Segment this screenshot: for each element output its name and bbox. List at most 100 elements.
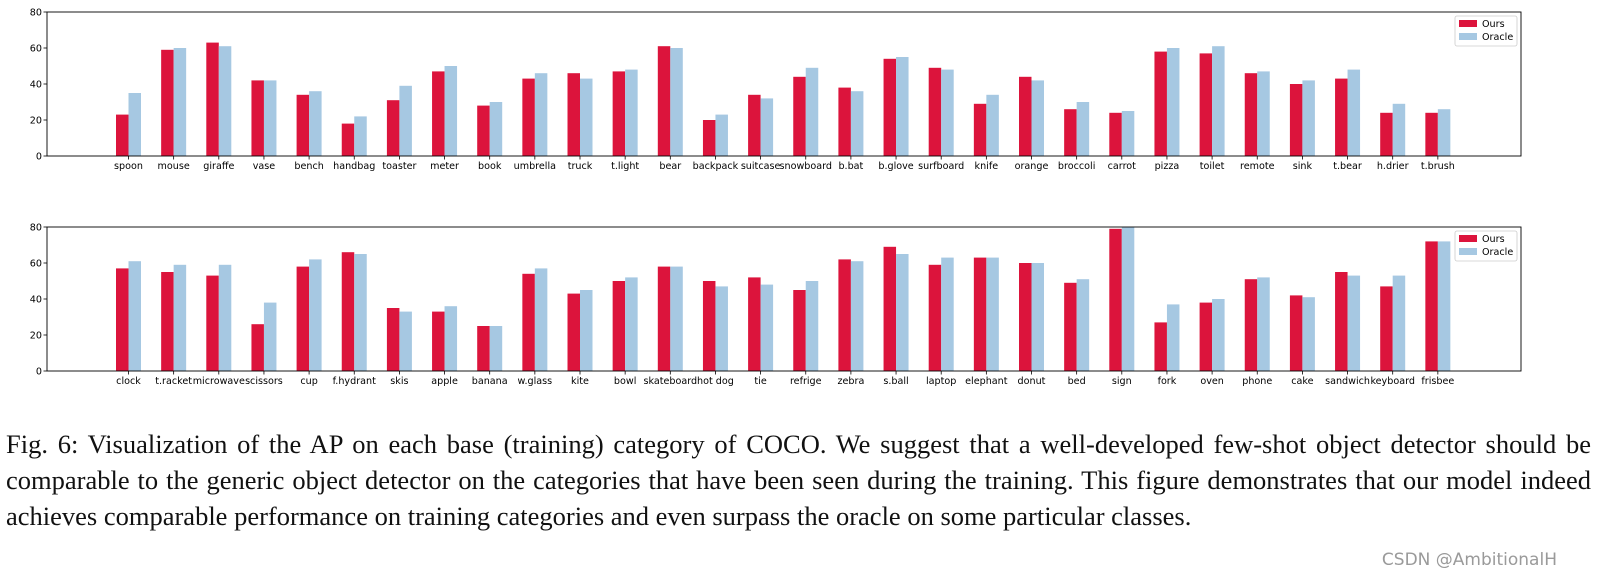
bar-ours-toilet bbox=[1199, 53, 1213, 156]
bar-oracle-knife bbox=[986, 94, 999, 156]
x-tick-label: remote bbox=[1240, 161, 1275, 172]
x-tick-label: orange bbox=[1015, 161, 1049, 172]
chart-panel-2: clock t.racket microwave scissors cup f.hydra… bbox=[30, 222, 1522, 387]
bar-oracle-carrot bbox=[1121, 111, 1135, 156]
legend: Ours Oracle bbox=[1454, 230, 1518, 262]
x-tick-label: microwave bbox=[193, 376, 245, 387]
x-tick-label: sink bbox=[1293, 161, 1313, 172]
x-tick-label: phone bbox=[1242, 376, 1272, 387]
y-tick-label: 80 bbox=[30, 222, 42, 233]
x-tick-label: tie bbox=[754, 376, 766, 387]
bar-ours-cup bbox=[296, 266, 310, 371]
x-tick-label: backpack bbox=[693, 161, 739, 172]
x-tick-label: s.ball bbox=[883, 376, 908, 387]
bar-oracle-clock bbox=[128, 261, 141, 371]
bar-oracle-spoon bbox=[128, 93, 141, 156]
bar-oracle-surfboard bbox=[941, 69, 954, 156]
x-tick-label: skis bbox=[390, 376, 408, 387]
bar-oracle-bench bbox=[309, 91, 322, 156]
x-tick-label: skateboard bbox=[643, 376, 697, 387]
bar-ours-microwave bbox=[206, 275, 219, 371]
bar-ours-hot-dog bbox=[702, 281, 716, 371]
bar-oracle-broccoli bbox=[1076, 102, 1090, 156]
bar-oracle-f-hydrant bbox=[354, 254, 367, 371]
x-tick-label: t.light bbox=[611, 161, 639, 172]
legend-label-oracle: Oracle bbox=[1482, 32, 1513, 43]
bar-ours-clock bbox=[116, 268, 129, 371]
bar-oracle-snowboard bbox=[805, 67, 819, 156]
bar-oracle-apple bbox=[444, 306, 458, 371]
legend-label-oracle: Oracle bbox=[1482, 247, 1513, 258]
x-tick-label: bed bbox=[1068, 376, 1086, 387]
bar-oracle-mouse bbox=[173, 48, 187, 156]
y-tick-label: 80 bbox=[30, 7, 42, 18]
bar-oracle-t-bear bbox=[1347, 69, 1361, 156]
x-tick-label: t.racket bbox=[155, 376, 192, 387]
bar-ours-carrot bbox=[1109, 112, 1122, 156]
x-tick-label: elephant bbox=[965, 376, 1008, 387]
x-tick-label: oven bbox=[1200, 376, 1224, 387]
x-tick-label: refrige bbox=[790, 376, 822, 387]
legend-swatch-ours bbox=[1459, 235, 1477, 242]
bar-oracle-vase bbox=[263, 80, 277, 156]
bar-oracle-scissors bbox=[263, 302, 277, 371]
figure: spoon mouse giraffe vase bench handbag toaster… bbox=[30, 7, 1522, 387]
bar-oracle-umbrella bbox=[534, 73, 548, 156]
y-tick-label: 0 bbox=[36, 151, 42, 162]
bar-oracle-giraffe bbox=[218, 46, 232, 157]
x-tick-label: toilet bbox=[1200, 161, 1225, 172]
bar-ours-skateboard bbox=[657, 266, 671, 371]
legend-label-ours: Ours bbox=[1482, 234, 1505, 245]
bar-ours-apple bbox=[432, 311, 445, 371]
bar-ours-sandwich bbox=[1335, 272, 1348, 371]
x-tick-label: giraffe bbox=[203, 161, 234, 172]
bar-oracle-t-brush bbox=[1437, 109, 1451, 156]
bar-ours-giraffe bbox=[206, 42, 219, 156]
bar-ours-book bbox=[477, 105, 490, 156]
bar-oracle-zebra bbox=[850, 261, 864, 371]
x-tick-label: keyboard bbox=[1370, 376, 1415, 387]
bar-ours-suitcase bbox=[748, 94, 761, 156]
legend-swatch-ours bbox=[1459, 20, 1477, 27]
bar-ours-broccoli bbox=[1064, 109, 1077, 156]
bar-ours-fork bbox=[1154, 322, 1167, 371]
bar-ours-cake bbox=[1289, 295, 1303, 371]
x-tick-label: carrot bbox=[1108, 161, 1137, 172]
bar-oracle-backpack bbox=[715, 114, 728, 156]
x-tick-label: truck bbox=[568, 161, 593, 172]
bar-oracle-suitcase bbox=[760, 98, 774, 156]
bar-oracle-sandwich bbox=[1347, 275, 1361, 371]
x-tick-label: bench bbox=[294, 161, 323, 172]
bar-ours-zebra bbox=[838, 259, 851, 371]
bar-ours-handbag bbox=[341, 123, 355, 156]
x-tick-label: umbrella bbox=[514, 161, 556, 172]
bar-oracle-remote bbox=[1257, 71, 1270, 156]
legend: Ours Oracle bbox=[1454, 15, 1518, 47]
bar-oracle-handbag bbox=[354, 116, 367, 156]
bar-oracle-bowl bbox=[625, 277, 638, 371]
bar-oracle-skateboard bbox=[670, 266, 683, 371]
bar-ours-t-racket bbox=[161, 272, 174, 371]
bar-ours-toaster bbox=[386, 100, 400, 156]
x-tick-label: mouse bbox=[158, 161, 190, 172]
bar-ours-mouse bbox=[161, 49, 174, 156]
x-tick-label: handbag bbox=[333, 161, 375, 172]
bar-ours-skis bbox=[386, 308, 400, 371]
bar-oracle-bear bbox=[670, 48, 683, 156]
x-tick-label: frisbee bbox=[1421, 376, 1454, 387]
bar-ours-bench bbox=[296, 94, 310, 156]
bar-ours-keyboard bbox=[1380, 286, 1393, 371]
bar-ours-kite bbox=[567, 293, 580, 371]
x-tick-label: b.glove bbox=[878, 161, 913, 172]
bar-oracle-oven bbox=[1212, 299, 1225, 371]
x-tick-label: meter bbox=[430, 161, 459, 172]
bar-oracle-bed bbox=[1076, 279, 1090, 371]
bar-oracle-kite bbox=[580, 290, 593, 371]
bar-oracle-frisbee bbox=[1437, 241, 1451, 371]
bar-ours-sign bbox=[1109, 228, 1122, 371]
bar-oracle-orange bbox=[1031, 80, 1044, 156]
bar-oracle-refrige bbox=[805, 281, 819, 371]
bar-oracle-meter bbox=[444, 66, 458, 156]
x-tick-label: w.glass bbox=[518, 376, 553, 387]
x-tick-label: bowl bbox=[614, 376, 636, 387]
